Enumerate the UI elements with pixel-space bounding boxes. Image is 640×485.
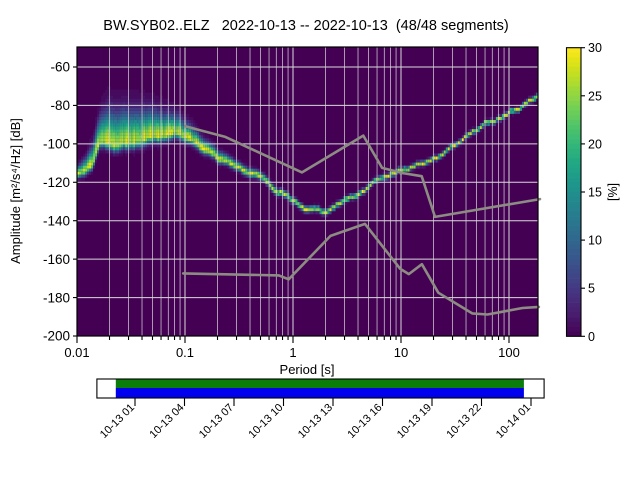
svg-text:0.01: 0.01	[64, 345, 89, 360]
svg-text:-200: -200	[43, 329, 70, 344]
svg-text:5: 5	[588, 282, 595, 296]
svg-text:30: 30	[588, 41, 602, 55]
svg-text:-80: -80	[50, 98, 70, 113]
svg-text:25: 25	[588, 89, 602, 103]
svg-text:0: 0	[588, 330, 595, 344]
svg-text:BW.SYB02..ELZ 2022-10-13 --: BW.SYB02..ELZ 2022-10-13 -- 2022-10-13 (…	[103, 18, 508, 34]
svg-text:[%]: [%]	[606, 183, 620, 201]
svg-text:15: 15	[588, 186, 602, 200]
svg-text:100: 100	[498, 345, 520, 360]
svg-text:0.1: 0.1	[176, 345, 194, 360]
svg-text:-140: -140	[43, 213, 70, 228]
svg-text:1: 1	[289, 345, 296, 360]
svg-text:10: 10	[394, 345, 408, 360]
svg-text:Period [s]: Period [s]	[280, 362, 335, 377]
svg-text:20: 20	[588, 137, 602, 151]
svg-text:-100: -100	[43, 137, 70, 152]
svg-text:-180: -180	[43, 290, 70, 305]
svg-text:10: 10	[588, 234, 602, 248]
svg-text:Amplitude [m²/s⁴/Hz] [dB]: Amplitude [m²/s⁴/Hz] [dB]	[8, 118, 23, 264]
svg-text:-120: -120	[43, 175, 70, 190]
svg-text:-60: -60	[50, 60, 70, 75]
svg-text:-160: -160	[43, 252, 70, 267]
